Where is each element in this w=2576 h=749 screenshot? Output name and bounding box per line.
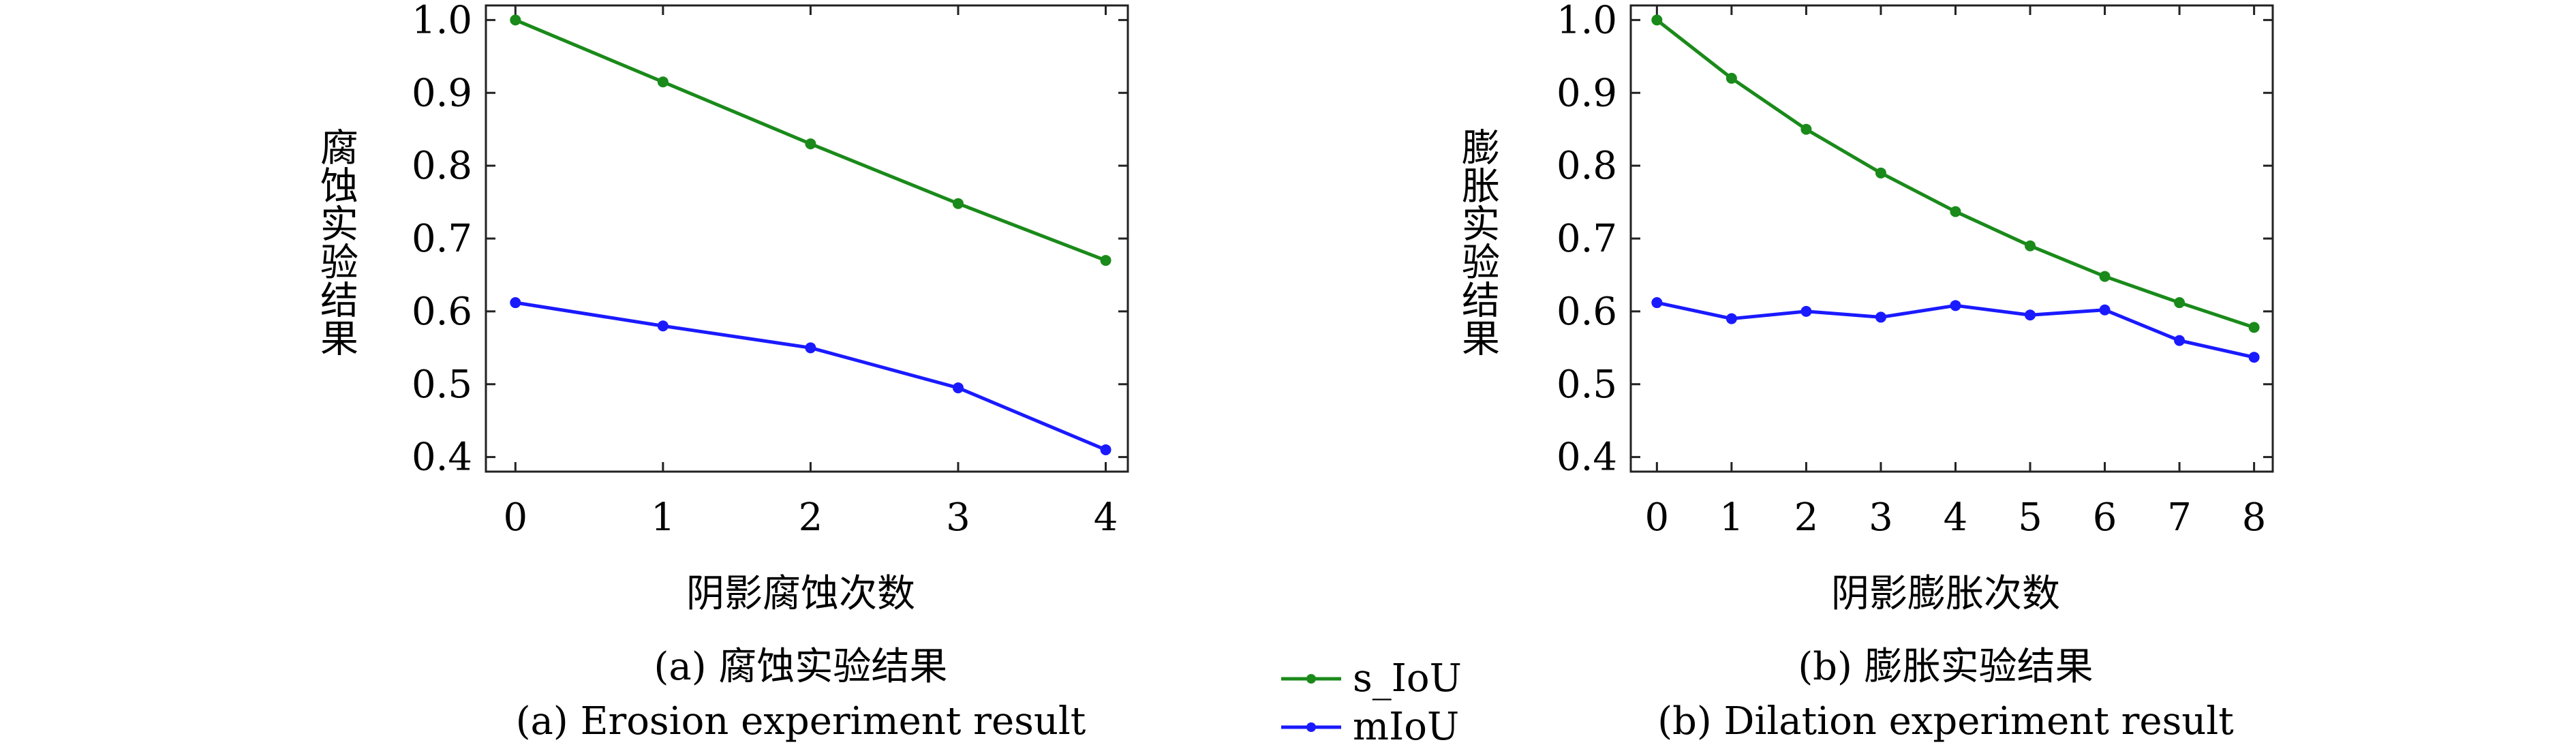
data-point-s-iou-dilation xyxy=(2099,271,2111,282)
data-point-miou-dilation xyxy=(1726,313,1737,324)
y-tick-label-dilation: 0.8 xyxy=(1557,144,1617,188)
legend-label-s-iou: s_IoU xyxy=(1353,656,1462,701)
data-point-miou-dilation xyxy=(2025,309,2036,321)
x-axis-label-dilation: 阴影膨胀次数 xyxy=(1831,572,2060,616)
data-point-miou-erosion xyxy=(952,382,964,394)
x-tick-label-dilation: 6 xyxy=(2093,495,2117,540)
x-axis-label-erosion: 阴影腐蚀次数 xyxy=(686,572,915,616)
data-point-s-iou-erosion xyxy=(1100,255,1111,266)
data-point-miou-erosion xyxy=(657,320,669,332)
data-point-s-iou-dilation xyxy=(2248,322,2260,333)
legend: s_IoU mIoU xyxy=(1281,656,1462,749)
data-point-miou-erosion xyxy=(510,297,521,309)
y-tick-label-erosion: 0.7 xyxy=(412,217,472,261)
data-point-s-iou-dilation xyxy=(1875,167,1886,179)
x-tick-label-erosion: 1 xyxy=(651,495,675,540)
legend-entry-s-iou: s_IoU xyxy=(1281,656,1462,701)
x-tick-label-dilation: 7 xyxy=(2167,495,2192,540)
data-point-s-iou-erosion xyxy=(805,138,816,150)
legend-entry-miou: mIoU xyxy=(1281,705,1459,749)
data-point-s-iou-dilation xyxy=(1726,72,1737,84)
data-point-s-iou-dilation xyxy=(1950,206,1961,217)
series-line-s-iou-dilation xyxy=(1655,18,2255,329)
data-point-s-iou-dilation xyxy=(2174,297,2186,309)
x-tick-label-dilation: 5 xyxy=(2018,495,2042,540)
series-line-miou-erosion xyxy=(515,301,1107,452)
y-tick-label-erosion: 1.0 xyxy=(412,0,472,42)
data-point-s-iou-dilation xyxy=(1800,123,1812,135)
x-tick-label-dilation: 0 xyxy=(1645,495,1670,540)
x-tick-label-erosion: 3 xyxy=(946,495,970,540)
legend-marker-s-iou xyxy=(1306,674,1316,684)
data-point-miou-erosion xyxy=(805,342,816,354)
legend-marker-miou xyxy=(1306,722,1316,732)
caption-en-erosion: (a) Erosion experiment result xyxy=(516,699,1086,744)
chart-panel-erosion: 腐蚀实验结果 阴影腐蚀次数 (a) 腐蚀实验结果 (a) Erosion exp… xyxy=(314,0,1129,744)
data-point-miou-dilation xyxy=(1950,300,1961,311)
data-point-miou-dilation xyxy=(2174,335,2186,346)
y-axis-label-dilation: 膨胀实验结果 xyxy=(1456,127,1500,356)
x-tick-label-dilation: 3 xyxy=(1869,495,1893,540)
data-point-s-iou-erosion xyxy=(657,76,669,88)
data-point-s-iou-erosion xyxy=(510,14,521,26)
data-point-s-iou-dilation xyxy=(1651,14,1663,26)
x-tick-label-dilation: 1 xyxy=(1719,495,1744,540)
x-tick-label-erosion: 2 xyxy=(799,495,823,540)
y-tick-label-erosion: 0.8 xyxy=(412,144,472,188)
caption-en-dilation: (b) Dilation experiment result xyxy=(1657,699,2234,744)
data-point-miou-dilation xyxy=(2099,304,2111,316)
caption-cn-dilation: (b) 膨胀实验结果 xyxy=(1798,645,2093,689)
data-point-miou-dilation xyxy=(2248,352,2260,363)
y-tick-label-erosion: 0.5 xyxy=(412,363,472,407)
data-point-miou-erosion xyxy=(1100,444,1111,455)
data-point-s-iou-erosion xyxy=(952,198,964,209)
plot-frame-erosion xyxy=(485,4,1129,473)
y-tick-label-dilation: 1.0 xyxy=(1557,0,1617,42)
legend-label-miou: mIoU xyxy=(1353,705,1459,749)
data-point-miou-dilation xyxy=(1875,311,1886,323)
y-tick-label-dilation: 0.9 xyxy=(1557,71,1617,115)
y-tick-label-dilation: 0.4 xyxy=(1557,435,1617,480)
data-point-s-iou-dilation xyxy=(2025,240,2036,251)
data-point-miou-dilation xyxy=(1651,297,1663,309)
y-tick-label-erosion: 0.9 xyxy=(412,71,472,115)
x-tick-label-erosion: 4 xyxy=(1094,495,1118,540)
y-tick-label-erosion: 0.4 xyxy=(412,435,472,480)
x-tick-label-dilation: 8 xyxy=(2242,495,2267,540)
x-tick-label-dilation: 2 xyxy=(1794,495,1819,540)
y-tick-label-erosion: 0.6 xyxy=(412,290,472,334)
data-point-miou-dilation xyxy=(1800,305,1812,317)
caption-cn-erosion: (a) 腐蚀实验结果 xyxy=(654,645,948,689)
y-tick-label-dilation: 0.7 xyxy=(1557,217,1617,261)
y-tick-label-dilation: 0.6 xyxy=(1557,290,1617,334)
y-tick-label-dilation: 0.5 xyxy=(1557,363,1617,407)
x-tick-label-erosion: 0 xyxy=(503,495,527,540)
y-axis-label-erosion: 腐蚀实验结果 xyxy=(314,127,358,356)
x-tick-label-dilation: 4 xyxy=(1944,495,1968,540)
chart-panel-dilation: 膨胀实验结果 阴影膨胀次数 (b) 膨胀实验结果 (b) Dilation ex… xyxy=(1456,0,2274,744)
